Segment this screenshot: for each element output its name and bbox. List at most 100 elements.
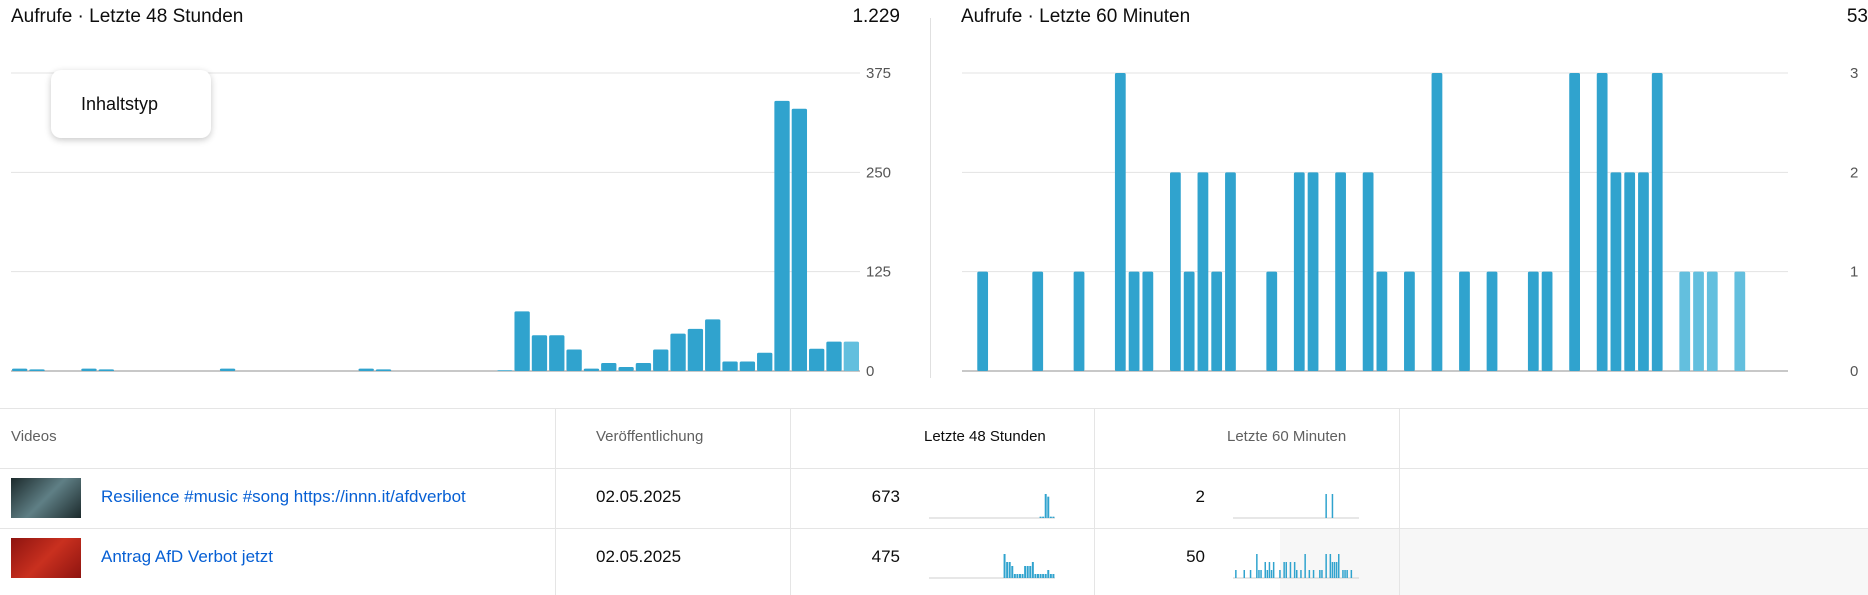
chart-bar[interactable] [1693, 271, 1704, 371]
chart-bar[interactable] [549, 335, 565, 371]
header-last-60m[interactable]: Letzte 60 Minuten [1227, 428, 1347, 445]
chart-bar[interactable] [1032, 271, 1044, 371]
chart-bar[interactable] [1431, 73, 1443, 371]
video-thumbnail[interactable] [11, 478, 81, 518]
chart-bar[interactable] [1734, 271, 1746, 371]
chart-bar[interactable] [739, 361, 756, 371]
chart-bar[interactable] [977, 271, 989, 371]
chart-bar[interactable] [12, 368, 28, 371]
y-tick-label: 2 [1850, 164, 1858, 181]
sparkline-bar [1325, 494, 1327, 518]
chart-bar[interactable] [826, 341, 842, 371]
sparkline-bar [1031, 562, 1034, 578]
chart-bar[interactable] [670, 333, 686, 371]
sparkline-bar [1235, 570, 1237, 578]
chart-bar[interactable] [1266, 271, 1278, 371]
chart-bar[interactable] [1624, 172, 1636, 371]
header-videos[interactable]: Videos [11, 428, 57, 445]
header-last-48h[interactable]: Letzte 48 Stunden [924, 428, 1046, 445]
chart-bar[interactable] [1541, 271, 1553, 371]
chart-bar[interactable] [1293, 172, 1305, 371]
chart-bar[interactable] [1170, 172, 1181, 371]
table-divider [0, 528, 1868, 529]
chart-bar[interactable] [81, 368, 97, 371]
sparkline-bar [1268, 562, 1271, 578]
chart-bar[interactable] [1073, 271, 1085, 371]
sparkline-bar [1008, 562, 1011, 578]
sparkline-bar [1331, 562, 1334, 578]
views-60m-panel: Aufrufe · Letzte 60 Minuten 53 0 1 2 3 [950, 0, 1868, 380]
chart-bar[interactable] [29, 369, 45, 371]
chart-bar[interactable] [1376, 271, 1388, 371]
sparkline-bar [1285, 562, 1287, 578]
chart-bar[interactable] [1362, 172, 1374, 371]
chart-bar[interactable] [791, 108, 808, 371]
chart-bar[interactable] [1211, 271, 1223, 371]
chart-bar[interactable] [531, 335, 548, 371]
sparkline-bar [1333, 562, 1336, 578]
panel-total: 1.229 [852, 6, 900, 27]
chart-bar[interactable] [1596, 73, 1608, 371]
chart-bar[interactable] [1610, 172, 1622, 371]
views-48h-chart[interactable]: 0 125 250 375 [0, 0, 920, 380]
chart-bar[interactable] [566, 349, 582, 371]
panel-total: 53 [1846, 6, 1868, 27]
chart-bar[interactable] [774, 100, 790, 372]
chart-bar[interactable] [1197, 172, 1209, 371]
sparkline-bar [1346, 570, 1348, 578]
sparkline-bar [1264, 562, 1266, 578]
sparkline-bar [1258, 570, 1260, 578]
chart-bar[interactable] [1183, 271, 1195, 371]
chart-bar[interactable] [1527, 271, 1539, 371]
chart-bar[interactable] [583, 368, 600, 371]
views-60m-value: 2 [1195, 487, 1205, 506]
video-title-link[interactable]: Resilience #music #song https://innn.it/… [101, 487, 466, 506]
sparkline-bar [1308, 570, 1311, 578]
chart-bar[interactable] [219, 368, 236, 371]
sparkline-bar [1042, 574, 1045, 578]
chart-bar[interactable] [1486, 271, 1498, 371]
sparkline-bar [1006, 562, 1009, 578]
chart-bar[interactable] [1679, 271, 1691, 371]
chart-bar[interactable] [1706, 271, 1718, 371]
sparkline-bar [1344, 570, 1346, 578]
chart-bar[interactable] [705, 319, 721, 371]
chart-bar[interactable] [601, 363, 617, 371]
chart-bar[interactable] [757, 352, 773, 371]
chart-bar[interactable] [843, 341, 859, 371]
chart-bar[interactable] [1307, 172, 1319, 371]
sparkline-bar [1047, 570, 1050, 578]
chart-bar[interactable] [618, 367, 634, 371]
chart-bar[interactable] [98, 369, 114, 371]
sparkline-bar [1283, 562, 1285, 578]
chart-bar[interactable] [1225, 172, 1236, 371]
chart-bar[interactable] [1142, 271, 1154, 371]
chart-bar[interactable] [1128, 271, 1140, 371]
chart-bar[interactable] [809, 348, 825, 371]
chart-bar[interactable] [375, 369, 392, 371]
chart-bar[interactable] [653, 349, 669, 371]
chart-bar[interactable] [1335, 172, 1346, 371]
views-60m-chart[interactable]: 0 1 2 3 [950, 0, 1868, 380]
chart-bar[interactable] [1569, 73, 1580, 371]
chart-bar[interactable] [687, 328, 704, 371]
chart-bar[interactable] [1651, 73, 1663, 371]
table-divider [0, 468, 1868, 469]
video-title-link[interactable]: Antrag AfD Verbot jetzt [101, 547, 273, 566]
chart-bar[interactable] [1638, 172, 1649, 371]
video-thumbnail[interactable] [11, 538, 81, 578]
chart-bar[interactable] [1114, 73, 1126, 371]
header-published[interactable]: Veröffentlichung [596, 428, 704, 445]
sparkline-bar [1335, 562, 1338, 578]
chart-bar[interactable] [1459, 271, 1470, 371]
chart-bar[interactable] [497, 370, 513, 371]
chart-bar[interactable] [358, 368, 374, 371]
sparkline-bar [1039, 574, 1042, 578]
chart-bar[interactable] [514, 311, 530, 371]
sparkline-bar [1024, 566, 1027, 578]
chart-bar[interactable] [1404, 271, 1415, 371]
chart-bar[interactable] [722, 361, 738, 371]
views-48h-value: 673 [871, 487, 900, 506]
sparkline-bar [1300, 570, 1302, 578]
chart-bar[interactable] [635, 363, 652, 371]
